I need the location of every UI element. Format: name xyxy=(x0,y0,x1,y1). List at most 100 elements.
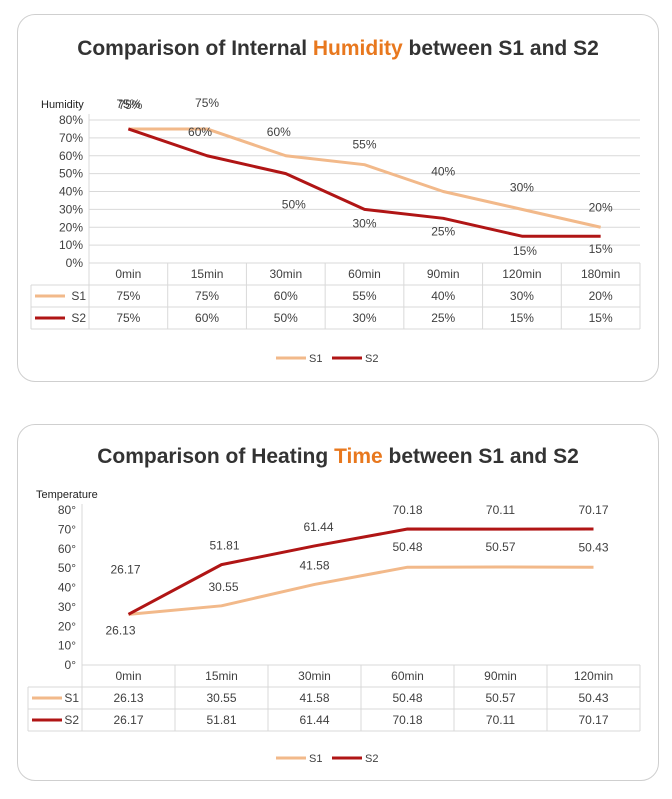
table-cell: 70.17 xyxy=(578,713,608,727)
y-tick-label: 60° xyxy=(58,542,76,556)
table-cell: 30.55 xyxy=(206,691,236,705)
legend-label: S2 xyxy=(365,753,378,765)
table-cell: 50.48 xyxy=(392,691,422,705)
data-label: 50% xyxy=(282,198,306,212)
series-line-s1 xyxy=(128,565,594,616)
x-tick-label: 120min xyxy=(574,669,613,683)
legend-label: S1 xyxy=(309,353,322,365)
title-text-end: between S1 and S2 xyxy=(402,37,599,60)
y-tick-label: 30% xyxy=(59,202,83,216)
y-tick-label: 70% xyxy=(59,131,83,145)
data-label: 41.58 xyxy=(299,558,329,572)
y-tick-label: 20° xyxy=(58,619,76,633)
data-label: 70.11 xyxy=(486,503,515,517)
x-tick-label: 60min xyxy=(348,267,381,281)
title-text-end: between S1 and S2 xyxy=(382,445,579,468)
x-tick-label: 120min xyxy=(502,267,541,281)
data-label: 15% xyxy=(589,242,613,256)
table-cell: 55% xyxy=(352,289,376,303)
data-label: 70.18 xyxy=(392,503,422,517)
data-label: 75% xyxy=(116,97,140,111)
x-tick-label: 60min xyxy=(391,669,424,683)
table-cell: 50.43 xyxy=(578,691,608,705)
table-cell: 60% xyxy=(195,311,219,325)
y-tick-label: 30° xyxy=(58,600,76,614)
table-cell: 25% xyxy=(431,311,455,325)
y-tick-label: 40° xyxy=(58,581,76,595)
humidity-chart-panel: Comparison of Internal Humidity between … xyxy=(17,14,659,382)
data-label: 50.48 xyxy=(392,540,422,554)
series-row-label: S2 xyxy=(64,713,79,727)
data-label: 60% xyxy=(188,125,212,139)
data-label: 30% xyxy=(352,216,376,230)
data-label: 50.57 xyxy=(485,540,515,554)
data-label: 55% xyxy=(352,138,376,152)
table-cell: 61.44 xyxy=(299,713,329,727)
y-tick-label: 10% xyxy=(59,238,83,252)
y-tick-label: 20% xyxy=(59,220,83,234)
y-tick-label: 50° xyxy=(58,561,76,575)
x-tick-label: 15min xyxy=(191,267,224,281)
series-line-s1 xyxy=(128,127,601,229)
data-label: 26.17 xyxy=(110,562,140,576)
data-label: 26.13 xyxy=(105,623,135,637)
data-label: 51.81 xyxy=(209,539,239,553)
data-label: 75% xyxy=(118,98,142,112)
y-tick-label: 0% xyxy=(66,256,84,270)
x-tick-label: 180min xyxy=(581,267,620,281)
data-label: 20% xyxy=(589,200,613,214)
table-cell: 50% xyxy=(274,311,298,325)
x-tick-label: 15min xyxy=(205,669,238,683)
series-row-label: S1 xyxy=(64,691,79,705)
data-label: 50.43 xyxy=(578,540,608,554)
x-tick-label: 0min xyxy=(115,267,141,281)
y-tick-label: 70° xyxy=(58,522,76,536)
y-axis-label: Humidity xyxy=(41,99,84,111)
data-label: 30.55 xyxy=(208,580,238,594)
title-highlight: Time xyxy=(334,445,383,468)
data-label: 15% xyxy=(513,244,537,258)
table-cell: 70.11 xyxy=(486,713,515,727)
legend-label: S2 xyxy=(365,353,378,365)
table-cell: 75% xyxy=(116,311,140,325)
data-label: 75% xyxy=(195,96,219,110)
table-cell: 30% xyxy=(510,289,534,303)
temperature-chart-panel: Comparison of Heating Time between S1 an… xyxy=(17,424,659,781)
table-cell: 60% xyxy=(274,289,298,303)
series-row-label: S2 xyxy=(71,311,86,325)
table-cell: 75% xyxy=(116,289,140,303)
table-cell: 75% xyxy=(195,289,219,303)
table-cell: 70.18 xyxy=(392,713,422,727)
y-tick-label: 40% xyxy=(59,185,83,199)
table-cell: 41.58 xyxy=(299,691,329,705)
data-label: 61.44 xyxy=(303,520,333,534)
y-tick-label: 60% xyxy=(59,149,83,163)
table-cell: 50.57 xyxy=(485,691,515,705)
data-label: 25% xyxy=(431,224,455,238)
series-line-s2 xyxy=(127,127,601,238)
x-tick-label: 90min xyxy=(427,267,460,281)
data-label: 70.17 xyxy=(578,503,608,517)
temperature-chart-title: Comparison of Heating Time between S1 an… xyxy=(18,445,658,469)
series-row-label: S1 xyxy=(71,289,86,303)
legend-label: S1 xyxy=(309,753,322,765)
y-tick-label: 10° xyxy=(58,639,76,653)
y-tick-label: 0° xyxy=(65,658,77,672)
title-text: Comparison of Heating xyxy=(97,445,335,468)
x-tick-label: 30min xyxy=(269,267,302,281)
series-line-s2 xyxy=(127,527,594,616)
y-tick-label: 80% xyxy=(59,113,83,127)
table-cell: 15% xyxy=(510,311,534,325)
x-tick-label: 30min xyxy=(298,669,331,683)
x-tick-label: 90min xyxy=(484,669,517,683)
humidity-chart-svg: Humidity 0% 10% 20% 30% 40% 50% 60% 70% 80% 0min 15… xyxy=(30,96,641,365)
x-tick-label: 0min xyxy=(115,669,141,683)
table-cell: 30% xyxy=(352,311,376,325)
title-text: Comparison of Internal xyxy=(77,37,313,60)
y-axis-label: Temperature xyxy=(36,489,98,501)
y-tick-label: 80° xyxy=(58,503,76,517)
table-cell: 26.13 xyxy=(113,691,143,705)
data-label: 30% xyxy=(510,180,534,194)
data-label: 60% xyxy=(267,125,291,139)
table-cell: 51.81 xyxy=(206,713,236,727)
